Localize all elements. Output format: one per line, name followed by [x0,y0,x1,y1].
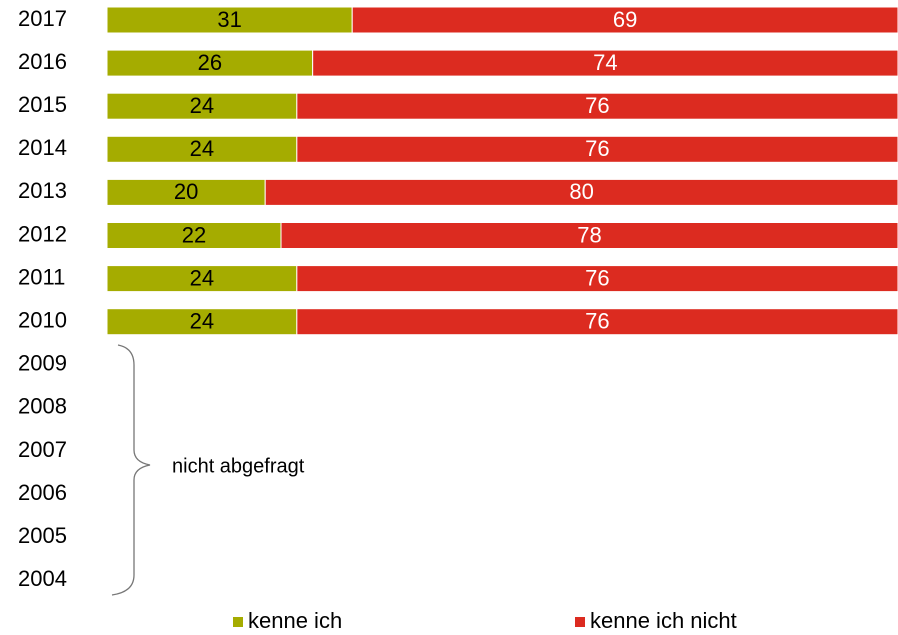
legend-label: kenne ich [248,608,342,633]
y-tick-label: 2009 [18,351,67,376]
data-label: 76 [585,309,609,334]
bar-segment [106,92,298,120]
y-tick-label: 2005 [18,523,67,548]
y-tick-label: 2007 [18,437,67,462]
bar-segment [106,265,298,293]
data-label: 76 [585,93,609,118]
bar-segment [264,178,898,206]
y-tick-label: 2012 [18,221,67,246]
bar-segment [106,308,298,336]
y-tick-label: 2004 [18,566,67,591]
data-label: 24 [190,309,214,334]
data-label: 20 [174,179,198,204]
data-label: 69 [613,7,637,32]
y-tick-label: 2011 [18,264,65,289]
data-label: 76 [585,136,609,161]
y-tick-label: 2017 [18,6,67,31]
y-tick-label: 2016 [18,49,67,74]
data-label: 80 [569,179,593,204]
bar-segment [106,135,298,163]
brace [111,344,151,596]
y-tick-label: 2010 [18,308,67,333]
y-tick-label: 2006 [18,480,67,505]
data-label: 31 [217,7,241,32]
data-label: 26 [198,50,222,75]
y-tick-label: 2008 [18,394,67,419]
data-label: 74 [593,50,617,75]
annotation: nicht abgefragt [172,455,305,477]
data-label: 24 [190,265,214,290]
legend-swatch [575,617,585,627]
y-tick-label: 2013 [18,178,67,203]
bar-segment [296,308,898,336]
y-tick-label: 2014 [18,135,67,160]
bar-segment [351,6,898,34]
bar-segment [296,265,898,293]
y-tick-label: 2015 [18,92,67,117]
data-label: 24 [190,136,214,161]
bar-segment [106,222,282,249]
legend-swatch [233,617,243,627]
data-label: 76 [585,265,609,290]
bar-segment [106,6,353,34]
data-label: 22 [182,222,206,247]
bar-segment [312,49,898,77]
data-label: 24 [190,93,214,118]
data-label: 78 [577,222,601,247]
legend-label: kenne ich nicht [590,608,737,633]
bar-segment [106,49,314,77]
